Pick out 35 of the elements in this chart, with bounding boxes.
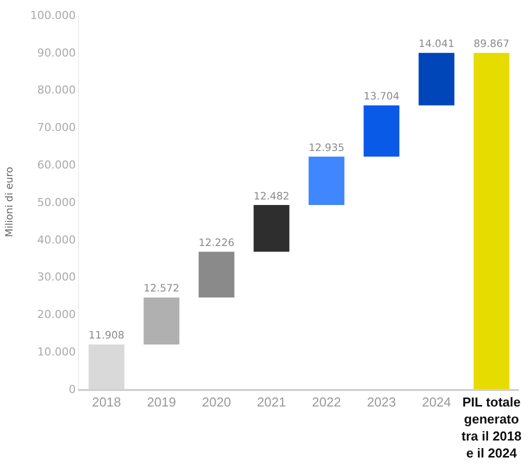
y-tick-label: 10.000 (37, 345, 76, 358)
data-label: 12.935 (308, 142, 344, 154)
y-tick-label: 70.000 (37, 121, 76, 134)
y-tick-label: 90.000 (37, 46, 76, 60)
y-tick-label: 50.000 (37, 196, 76, 209)
data-label: 12.572 (144, 284, 180, 295)
x-tick-label: 2023 (367, 394, 396, 410)
data-label: 11.908 (88, 330, 124, 342)
data-label: 13.704 (364, 92, 400, 103)
x-tick-label: 2021 (257, 394, 286, 410)
data-label: 12.482 (254, 191, 290, 202)
y-tick-label: 60.000 (37, 158, 76, 172)
data-label: 14.041 (418, 39, 454, 50)
bar (254, 205, 290, 252)
data-label: 12.226 (198, 238, 234, 249)
data-label: 89.867 (474, 39, 510, 50)
y-tick-label: 40.000 (37, 233, 76, 246)
bar (308, 156, 344, 206)
x-tick-label: 2024 (422, 394, 451, 410)
y-tick-label: 0 (68, 382, 76, 396)
y-axis-title: Milioni di euro (4, 166, 16, 238)
y-tick-label: 80.000 (37, 84, 76, 97)
y-tick-label: 20.000 (37, 308, 76, 322)
x-tick-label: PIL totale generato tra il 2018 e il 2024 (462, 394, 522, 460)
bar (198, 252, 234, 298)
x-tick-label: 2018 (92, 394, 121, 410)
x-tick-label: 2020 (202, 394, 231, 410)
y-tick-label: 30.000 (37, 270, 76, 284)
x-tick-label: 2022 (312, 394, 341, 410)
y-tick-label: 100.000 (30, 8, 76, 22)
x-tick-label: 2019 (147, 394, 176, 410)
bar (364, 105, 400, 157)
bar (474, 52, 510, 389)
bar (144, 297, 180, 344)
bar (418, 52, 454, 106)
